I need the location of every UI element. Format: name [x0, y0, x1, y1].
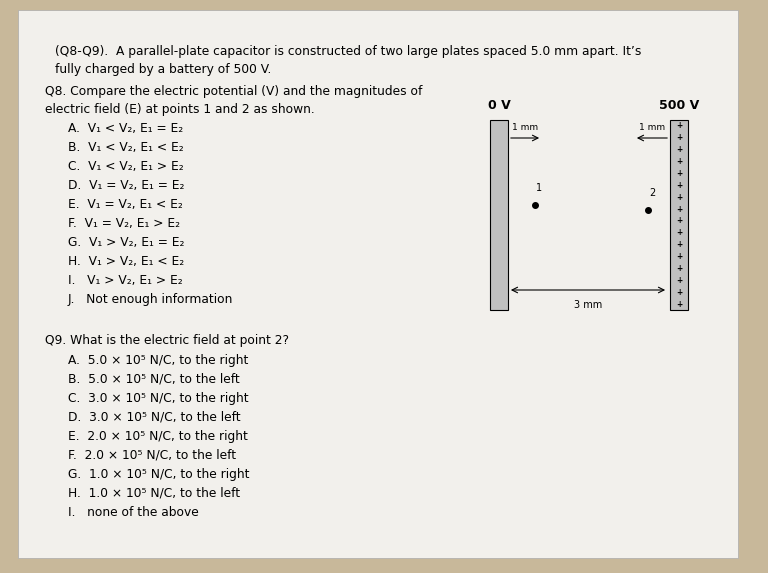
Text: I.   V₁ > V₂, E₁ > E₂: I. V₁ > V₂, E₁ > E₂	[68, 274, 183, 287]
Text: A.  V₁ < V₂, E₁ = E₂: A. V₁ < V₂, E₁ = E₂	[68, 122, 183, 135]
Text: F.  2.0 × 10⁵ N/C, to the left: F. 2.0 × 10⁵ N/C, to the left	[68, 449, 236, 462]
Text: 500 V: 500 V	[659, 99, 699, 112]
Text: Q9. What is the electric field at point 2?: Q9. What is the electric field at point …	[45, 334, 289, 347]
Text: H.  V₁ > V₂, E₁ < E₂: H. V₁ > V₂, E₁ < E₂	[68, 255, 184, 268]
Text: G.  V₁ > V₂, E₁ = E₂: G. V₁ > V₂, E₁ = E₂	[68, 236, 184, 249]
Text: +: +	[676, 252, 682, 261]
Text: +: +	[676, 264, 682, 273]
Text: 3 mm: 3 mm	[574, 300, 602, 310]
Text: 0 V: 0 V	[488, 99, 511, 112]
Text: C.  3.0 × 10⁵ N/C, to the right: C. 3.0 × 10⁵ N/C, to the right	[68, 392, 249, 405]
Text: 2: 2	[649, 188, 655, 198]
Text: +: +	[676, 228, 682, 237]
Text: +: +	[676, 193, 682, 202]
Text: +: +	[676, 121, 682, 131]
Text: +: +	[676, 157, 682, 166]
Text: +: +	[676, 217, 682, 225]
Text: +: +	[676, 276, 682, 285]
Text: G.  1.0 × 10⁵ N/C, to the right: G. 1.0 × 10⁵ N/C, to the right	[68, 468, 250, 481]
Text: +: +	[676, 134, 682, 142]
Text: (Q8-Q9).  A parallel-plate capacitor is constructed of two large plates spaced 5: (Q8-Q9). A parallel-plate capacitor is c…	[55, 45, 641, 58]
Text: +: +	[676, 240, 682, 249]
Text: +: +	[676, 169, 682, 178]
Text: C.  V₁ < V₂, E₁ > E₂: C. V₁ < V₂, E₁ > E₂	[68, 160, 184, 173]
Text: +: +	[676, 205, 682, 214]
Text: fully charged by a battery of 500 V.: fully charged by a battery of 500 V.	[55, 63, 271, 76]
Text: +: +	[676, 145, 682, 154]
Text: +: +	[676, 181, 682, 190]
Bar	[670, 120, 688, 310]
Text: B.  V₁ < V₂, E₁ < E₂: B. V₁ < V₂, E₁ < E₂	[68, 141, 184, 154]
Text: H.  1.0 × 10⁵ N/C, to the left: H. 1.0 × 10⁵ N/C, to the left	[68, 487, 240, 500]
Text: B.  5.0 × 10⁵ N/C, to the left: B. 5.0 × 10⁵ N/C, to the left	[68, 373, 240, 386]
Text: electric field (E) at points 1 and 2 as shown.: electric field (E) at points 1 and 2 as …	[45, 103, 315, 116]
Text: E.  2.0 × 10⁵ N/C, to the right: E. 2.0 × 10⁵ N/C, to the right	[68, 430, 248, 443]
Text: F.  V₁ = V₂, E₁ > E₂: F. V₁ = V₂, E₁ > E₂	[68, 217, 180, 230]
Text: D.  V₁ = V₂, E₁ = E₂: D. V₁ = V₂, E₁ = E₂	[68, 179, 184, 192]
Text: J.   Not enough information: J. Not enough information	[68, 293, 233, 306]
Bar	[490, 120, 508, 310]
Text: 1: 1	[536, 183, 542, 193]
Text: A.  5.0 × 10⁵ N/C, to the right: A. 5.0 × 10⁵ N/C, to the right	[68, 354, 248, 367]
Text: +: +	[676, 300, 682, 309]
Text: Q8. Compare the electric potential (V) and the magnitudes of: Q8. Compare the electric potential (V) a…	[45, 85, 422, 98]
Text: +: +	[676, 288, 682, 297]
Text: 1 mm: 1 mm	[639, 123, 665, 132]
Text: 1 mm: 1 mm	[512, 123, 538, 132]
Text: E.  V₁ = V₂, E₁ < E₂: E. V₁ = V₂, E₁ < E₂	[68, 198, 183, 211]
Text: D.  3.0 × 10⁵ N/C, to the left: D. 3.0 × 10⁵ N/C, to the left	[68, 411, 240, 424]
Text: I.   none of the above: I. none of the above	[68, 506, 199, 519]
